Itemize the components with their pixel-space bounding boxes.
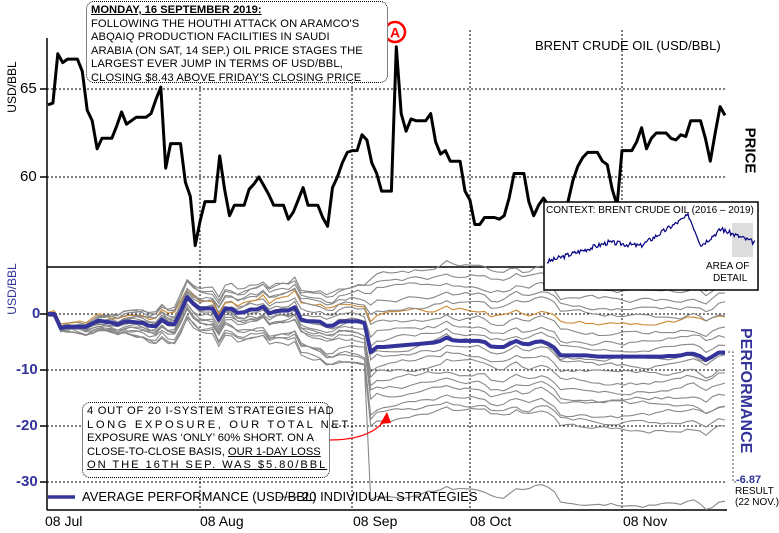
- individual-strategy-line: [47, 313, 726, 511]
- annotation-line: ON THE 16TH SEP. WAS $5.80/BBL: [87, 459, 328, 471]
- average-performance-line: [48, 295, 726, 362]
- price-chart-title: BRENT CRUDE OIL (USD/BBL): [535, 38, 721, 53]
- legend-average-label: AVERAGE PERFORMANCE (USD/BBL): [82, 489, 317, 504]
- annotation-line: 4 OUT OF 20 I-SYSTEM STRATEGIES HAD: [87, 405, 335, 417]
- individual-strategy-line: [47, 307, 726, 404]
- annotation-box-top: MONDAY, 16 SEPTEMBER 2019: FOLLOWING THE…: [86, 1, 388, 84]
- xtick-jul: 08 Jul: [45, 513, 83, 529]
- xtick-nov: 08 Nov: [623, 513, 668, 529]
- annotation-line: ABQAIQ PRODUCTION FACILITIES IN SAUDI: [91, 31, 330, 44]
- perf-ytick-10: -10: [16, 361, 38, 378]
- price-side-label: PRICE: [741, 127, 759, 174]
- annotation-line: LARGEST EVER JUMP IN TERMS OF USD/BBL,: [91, 58, 343, 71]
- individual-strategy-line: [47, 302, 726, 386]
- individual-strategy-line: [47, 305, 726, 415]
- individual-strategy-line: [47, 312, 726, 428]
- annotation-line: FOLLOWING THE HOUTHI ATTACK ON ARAMCO'S: [91, 17, 360, 30]
- individual-strategy-line: [47, 287, 726, 330]
- result-date: (22 NOV.): [735, 497, 779, 508]
- annotation-line: LONG EXPOSURE, OUR TOTAL NET: [87, 418, 351, 431]
- xtick-aug: 08 Aug: [200, 513, 244, 529]
- individual-strategy-line: [47, 287, 726, 326]
- annotation-underlined: OUR 1-DAY LOSS: [227, 445, 321, 458]
- result-value: -6.87: [736, 474, 762, 486]
- annotation-line: CLOSING $8.43 ABOVE FRIDAY'S CLOSING PRI…: [91, 71, 362, 84]
- price-ytick-60: 60: [20, 168, 37, 185]
- annotation-box-bottom: 4 OUT OF 20 I-SYSTEM STRATEGIES HAD LONG…: [82, 402, 351, 478]
- annotation-heading: MONDAY, 16 SEPTEMBER 2019:: [91, 4, 262, 16]
- legend-individual-label: 20 INDIVIDUAL STRATEGIES: [302, 489, 478, 504]
- individual-strategy-line: [47, 272, 726, 331]
- xtick-oct: 08 Oct: [470, 513, 512, 529]
- xtick-sep: 08 Sep: [353, 513, 398, 529]
- result-bracket: [728, 351, 736, 483]
- annotation-arrow: [329, 412, 391, 441]
- price-line: [47, 45, 727, 248]
- annotation-text: CLOSE-TO-CLOSE BASIS,: [87, 445, 228, 458]
- perf-ytick-0: 0: [32, 305, 41, 322]
- individual-strategy-line: [47, 280, 726, 329]
- inset-area-label-1: AREA OF: [706, 261, 750, 272]
- perf-ytick-30: -30: [16, 473, 38, 490]
- context-inset: [543, 201, 759, 291]
- annotation-line: ARABIA (ON SAT, 14 SEP.) OIL PRICE STAGE…: [91, 44, 363, 57]
- price-ytick-65: 65: [20, 80, 37, 97]
- perf-y-label: USD/BBL: [5, 263, 19, 315]
- perf-ytick-20: -20: [16, 417, 38, 434]
- inset-area-label-2: DETAIL: [713, 273, 748, 284]
- individual-strategy-line: [47, 287, 726, 329]
- svg-text:A: A: [390, 25, 400, 41]
- performance-side-label: PERFORMANCE: [737, 328, 754, 454]
- price-y-label: USD/BBL: [5, 61, 19, 113]
- result-label: RESULT: [735, 486, 774, 497]
- inset-title: CONTEXT: BRENT CRUDE OIL (2016 – 2019): [546, 205, 754, 216]
- annotation-line: EXPOSURE WAS ‘ONLY’ 60% SHORT. ON A: [87, 432, 314, 444]
